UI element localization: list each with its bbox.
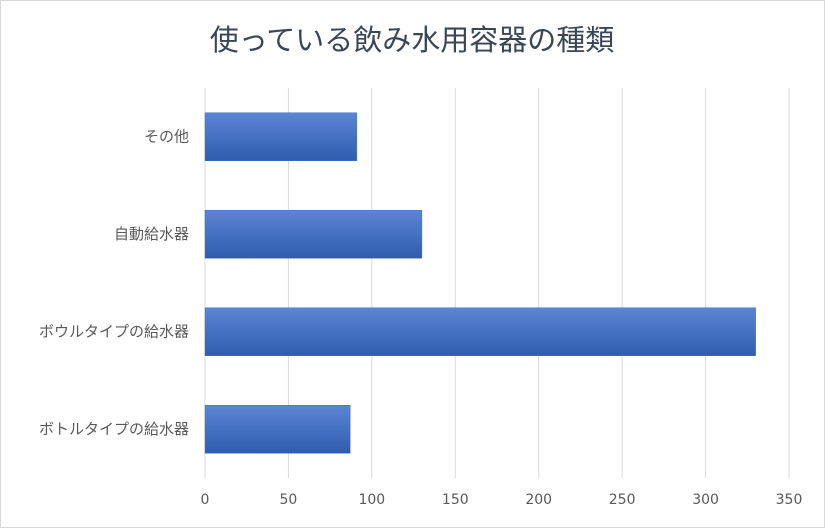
- x-tick-label: 100: [358, 492, 385, 508]
- x-tick-label: 350: [776, 492, 803, 508]
- chart-title: 使っている飲み水用容器の種類: [210, 23, 615, 57]
- x-tick-label: 0: [201, 492, 210, 508]
- y-tick-label: ボウルタイプの給水器: [39, 322, 189, 340]
- y-tick-label: ボトルタイプの給水器: [39, 420, 189, 438]
- x-tick-label: 150: [442, 492, 469, 508]
- y-tick-label: 自動給水器: [114, 225, 189, 243]
- bar: [204, 405, 351, 454]
- bar: [204, 210, 423, 259]
- bar: [204, 307, 756, 356]
- x-tick-label: 250: [609, 492, 636, 508]
- x-tick-label: 300: [692, 492, 719, 508]
- y-tick-label: その他: [144, 127, 189, 145]
- bar: [204, 112, 358, 161]
- x-tick-label: 50: [280, 492, 298, 508]
- x-tick-label: 200: [525, 492, 552, 508]
